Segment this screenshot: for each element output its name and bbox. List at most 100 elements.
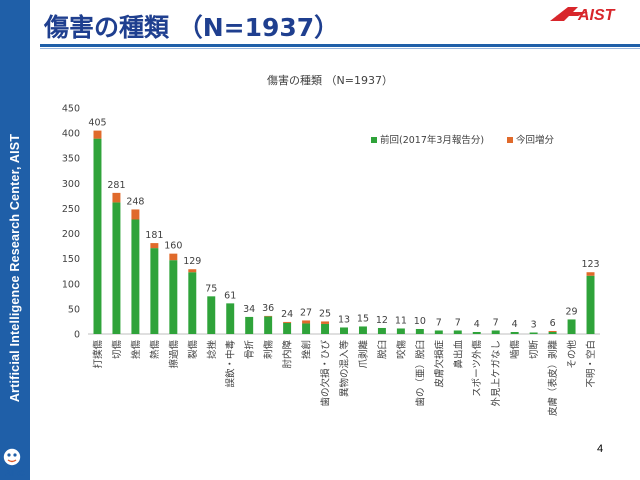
x-tick-label: 歯の欠損・ひび — [320, 340, 332, 407]
bar-previous — [188, 272, 197, 334]
bar-previous — [567, 319, 576, 334]
page-number: 4 — [597, 443, 604, 455]
x-tick-label: 骨折 — [244, 340, 256, 360]
bar-increase — [283, 321, 292, 323]
total-label: 11 — [395, 315, 407, 326]
total-label: 13 — [338, 314, 350, 325]
x-tick-label: 切断 — [528, 340, 540, 360]
bar-increase — [264, 315, 273, 317]
y-tick-label: 300 — [62, 179, 80, 190]
total-label: 7 — [436, 317, 442, 328]
bar-previous — [321, 323, 330, 334]
bar-previous — [453, 330, 462, 334]
airc-logo-text: AIRC — [5, 469, 25, 478]
total-label: 29 — [566, 306, 578, 317]
total-label: 24 — [281, 309, 293, 320]
x-tick-label: 嚙傷 — [509, 340, 521, 360]
total-label: 25 — [319, 308, 331, 319]
total-label: 15 — [357, 313, 369, 324]
total-label: 10 — [414, 316, 426, 327]
legend-label-previous: 前回(2017年3月報告分) — [380, 134, 484, 146]
title-rule-thin — [40, 48, 640, 49]
x-tick-label: 挫傷 — [130, 340, 142, 360]
y-tick-label: 0 — [74, 330, 80, 341]
bar-previous — [377, 327, 386, 334]
bar-previous — [472, 331, 481, 334]
bar-previous — [302, 323, 311, 334]
airc-logo: AIRC — [2, 447, 25, 478]
bar-previous — [529, 332, 538, 334]
total-label: 7 — [455, 317, 461, 328]
slide-title: 傷害の種類 （N=1937） — [44, 13, 340, 42]
x-tick-label: 歯の（亜）脱臼 — [414, 340, 426, 407]
aist-logo: AIST — [550, 7, 616, 24]
y-tick-label: 250 — [62, 204, 80, 215]
bar-increase — [188, 269, 197, 273]
legend-swatch-previous — [371, 137, 377, 143]
total-label: 123 — [581, 259, 599, 270]
total-label: 248 — [126, 196, 144, 207]
x-tick-label: 打撲傷 — [92, 340, 104, 369]
x-tick-label: 不明・空白 — [585, 340, 597, 388]
total-label: 75 — [205, 283, 217, 294]
x-tick-label: 皮膚欠損症 — [433, 340, 445, 388]
total-label: 61 — [224, 290, 236, 301]
total-label: 6 — [550, 318, 556, 329]
bar-previous — [510, 331, 519, 334]
total-label: 12 — [376, 315, 388, 326]
bar-increase — [302, 320, 311, 324]
chart-title: 傷害の種類 （N=1937） — [267, 73, 393, 87]
bar-previous — [93, 138, 102, 334]
total-label: 160 — [164, 241, 182, 252]
bar-previous — [169, 260, 178, 334]
total-label: 3 — [531, 319, 537, 330]
x-tick-label: 刺傷 — [263, 340, 275, 360]
bar-previous — [264, 316, 273, 334]
y-tick-label: 450 — [62, 104, 80, 115]
total-label: 181 — [145, 230, 163, 241]
bar-previous — [207, 296, 216, 334]
bar-previous — [548, 331, 557, 334]
injury-type-chart: 傷害の種類 （N=1937） 0 50 100 150 200 250 300 350 400 4… — [62, 73, 600, 417]
total-label: 4 — [474, 319, 480, 330]
x-tick-label: 熱傷 — [149, 340, 161, 360]
x-tick-label: 鼻出血 — [452, 340, 464, 369]
x-tick-label: 皮膚（表皮）剥離 — [547, 340, 559, 417]
x-tick-label: 切傷 — [111, 340, 123, 360]
total-label: 405 — [88, 118, 106, 129]
x-axis-labels: 打撲傷 切傷 挫傷 熱傷 擦過傷 裂傷 捻挫 誤飲・中毒 骨折 刺傷 肘内障 挫創 歯の欠損・ひび 異物の… — [92, 340, 597, 417]
y-tick-label: 350 — [62, 154, 80, 165]
bar-previous — [131, 219, 140, 334]
total-label: 27 — [300, 307, 312, 318]
legend-swatch-increase — [507, 137, 513, 143]
x-tick-label: 異物の混入等 — [339, 340, 351, 398]
title-rule — [40, 44, 640, 47]
y-tick-label: 50 — [68, 304, 80, 315]
y-tick-label: 400 — [62, 129, 80, 140]
total-label: 7 — [493, 317, 499, 328]
bar-previous — [150, 248, 159, 334]
bar-previous — [491, 330, 500, 334]
x-tick-label: 挫創 — [301, 340, 313, 359]
x-tick-label: 脱臼 — [376, 340, 388, 359]
y-tick-label: 200 — [62, 229, 80, 240]
bar-increase — [131, 209, 140, 220]
bar-previous — [245, 316, 254, 334]
sidebar-organization-text: Artificial Intelligence Research Center,… — [8, 133, 22, 403]
legend: 前回(2017年3月報告分) 今回増分 — [371, 134, 555, 146]
bar-previous — [434, 330, 443, 334]
x-tick-label: 捻挫 — [206, 340, 218, 360]
bar-previous — [283, 322, 292, 334]
bar-previous — [340, 327, 348, 334]
bar-previous — [358, 326, 367, 334]
bar-previous — [415, 328, 424, 334]
x-tick-label: 咬傷 — [395, 340, 407, 360]
x-tick-label: 裂傷 — [187, 340, 199, 360]
total-label: 129 — [183, 256, 201, 267]
x-tick-label: 外見上ケガなし — [490, 340, 502, 407]
total-label: 34 — [243, 304, 255, 315]
y-tick-label: 150 — [62, 254, 80, 265]
bars — [93, 130, 595, 334]
bar-increase — [586, 272, 595, 276]
